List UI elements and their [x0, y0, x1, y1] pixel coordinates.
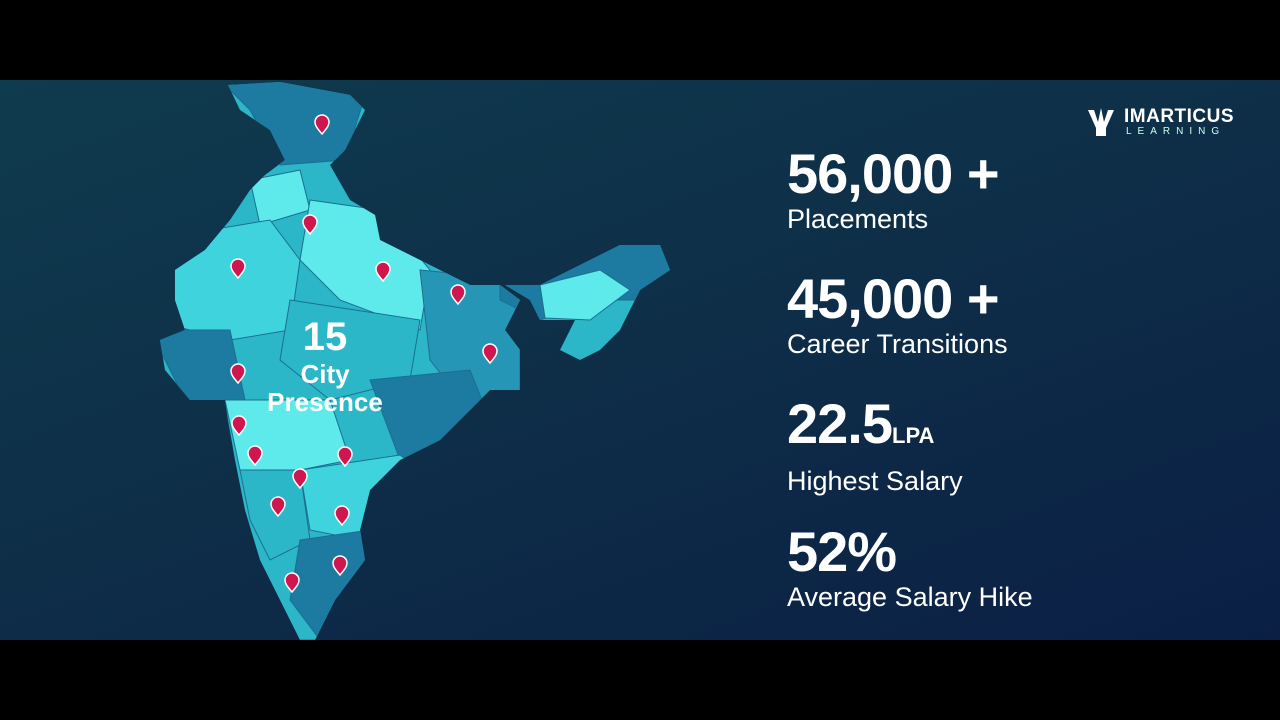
stat-label: Highest Salary [787, 466, 963, 496]
stat: 52% Average Salary Hike [787, 520, 1033, 613]
stat-value: 45,000 + [787, 267, 1000, 330]
stat-label: Placements [787, 204, 929, 234]
logo: IMARTICUS LEARNING [1086, 106, 1234, 143]
map-label: City [300, 359, 350, 389]
stat-value: 22.5LPA [787, 396, 963, 464]
city-pins [230, 114, 498, 594]
stat-label: Career Transitions [787, 329, 1008, 359]
stat: 45,000 + Career Transitions [787, 267, 1008, 360]
stat-value: 52% [787, 520, 897, 583]
stat: 56,000 + Placements [787, 142, 1000, 235]
logo-icon [1088, 108, 1114, 136]
india-map: 15 City Presence [160, 82, 670, 640]
logo-name: IMARTICUS [1124, 106, 1235, 127]
stat-number: 22.5 [787, 392, 893, 455]
stat: 22.5LPA Highest Salary [787, 396, 963, 497]
stat-value: 56,000 + [787, 142, 1000, 205]
map-label: Presence [267, 387, 383, 417]
logo-tagline: LEARNING [1126, 126, 1226, 137]
stat-label: Average Salary Hike [787, 582, 1033, 612]
city-count: 15 [303, 315, 348, 359]
slide: 15 City Presence IMARTICUS LEARNING 56,0… [0, 80, 1280, 640]
stat-unit: LPA [892, 423, 935, 448]
